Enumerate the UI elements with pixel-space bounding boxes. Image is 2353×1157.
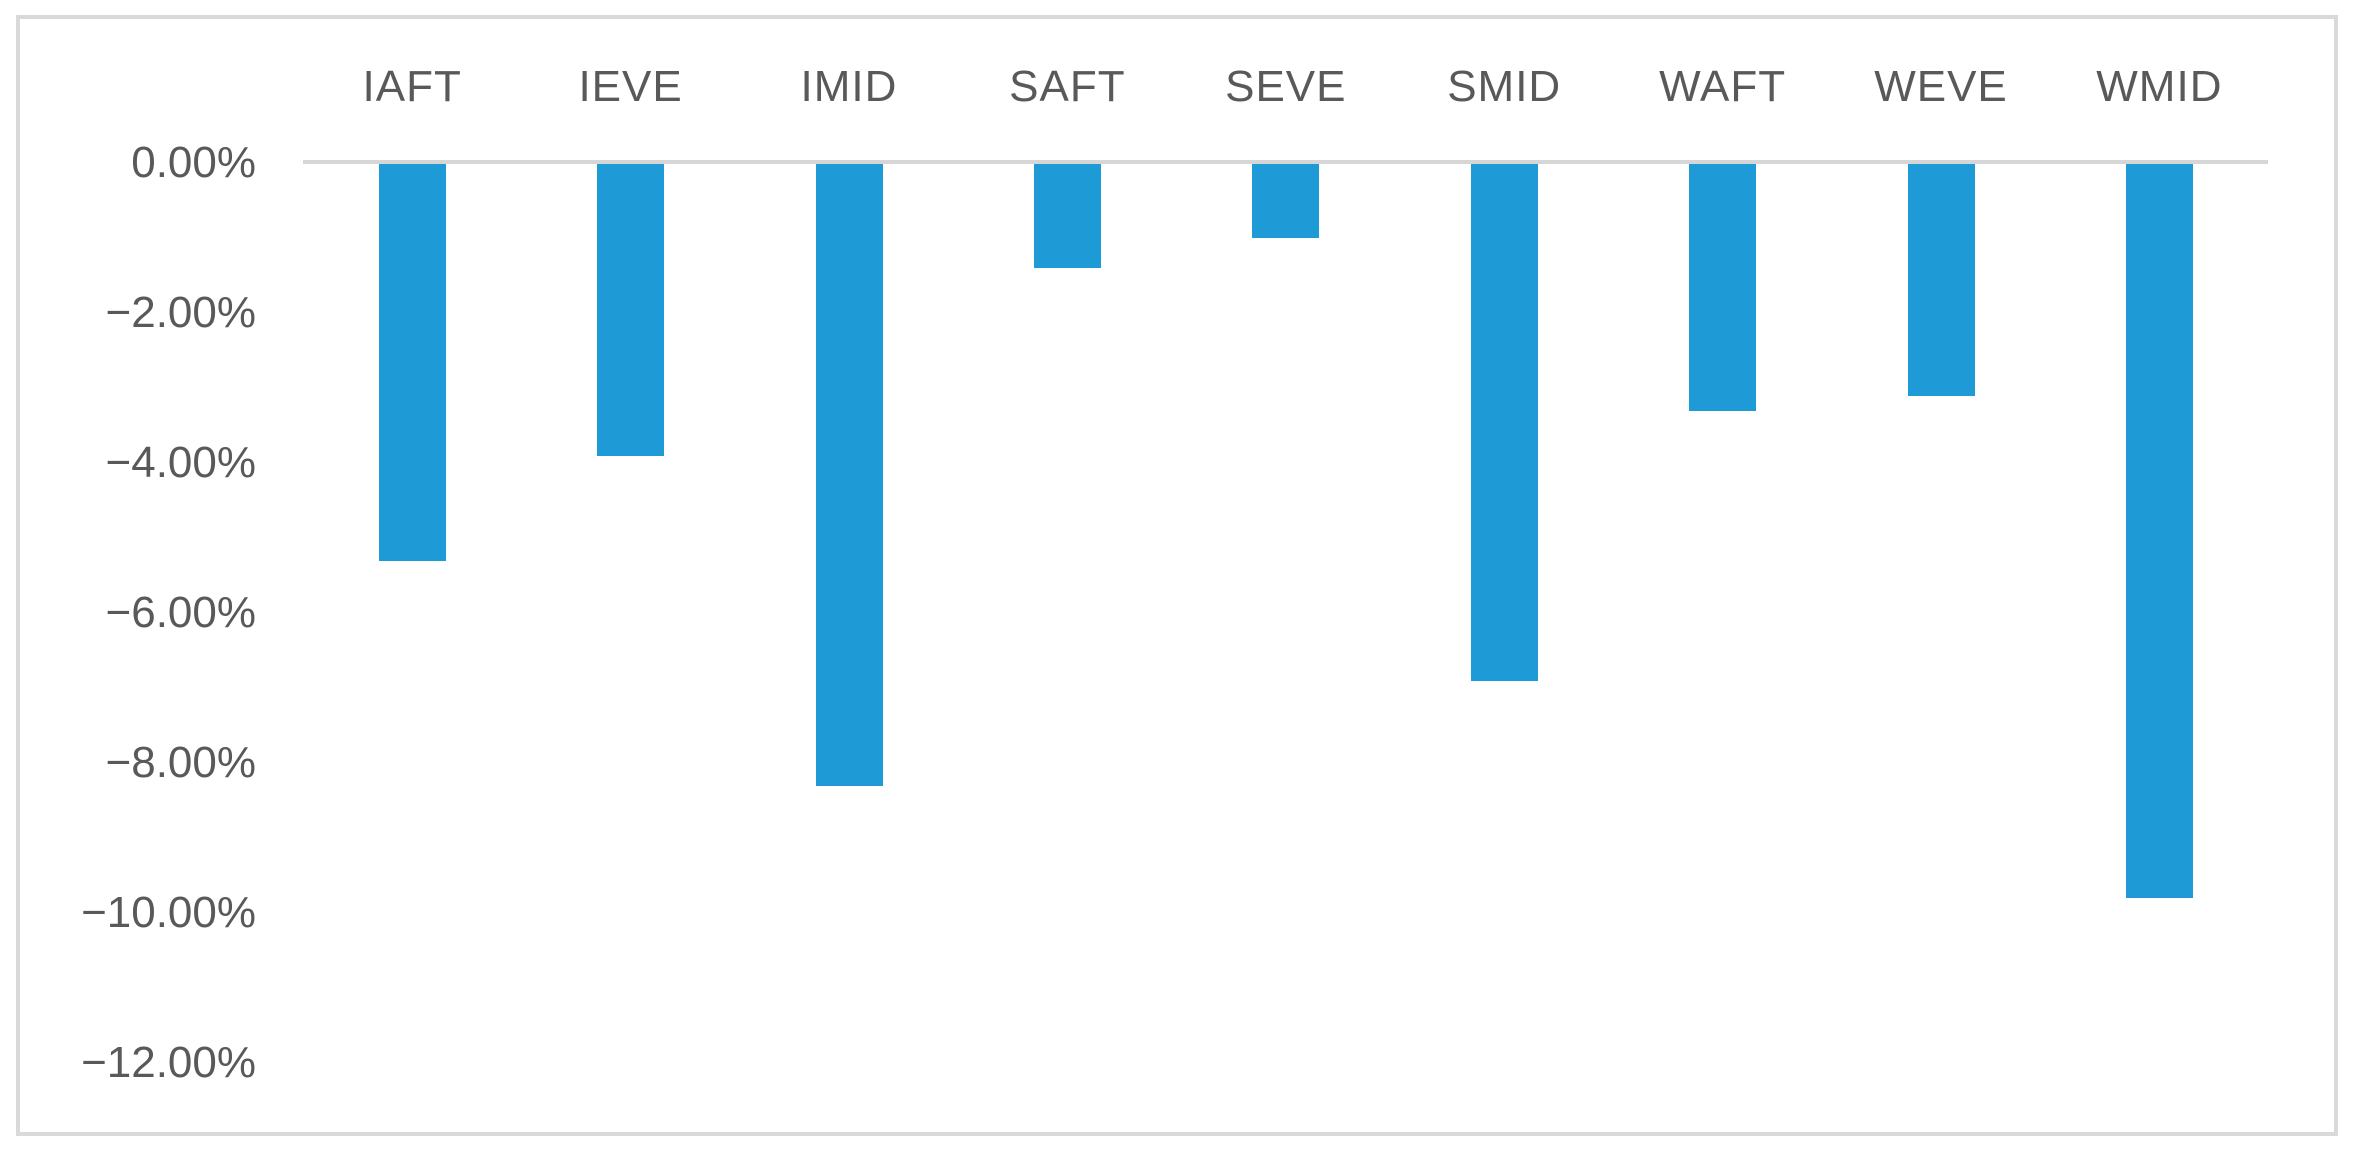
bar-wmid [2125,164,2193,898]
value-axis-tick-label: −4.00% [105,438,256,487]
category-label-wmid: WMID [2096,62,2223,111]
value-axis-tick-label: −10.00% [81,888,256,937]
category-label-iaft: IAFT [362,62,462,111]
value-axis-tick-label: −12.00% [81,1038,256,1087]
category-label-imid: IMID [800,62,898,111]
value-axis-tick-label: 0.00% [131,138,256,187]
category-label-ieve: IEVE [578,62,683,111]
value-axis-tick-label: −2.00% [105,288,256,337]
bar-waft [1689,164,1757,411]
bar-weve [1907,164,1975,396]
value-axis-tick-label: −8.00% [105,738,256,787]
bar-ieve [597,164,665,456]
bar-saft [1033,164,1101,268]
category-label-weve: WEVE [1874,62,2008,111]
zero-axis-line [303,160,2268,164]
bar-seve [1252,164,1320,238]
chart-frame: IAFT IEVE IMID SAFT SEVE SMID WAFT WEVE WMID 0.0… [16,15,2338,1136]
category-label-seve: SEVE [1225,62,1347,111]
bar-smid [1470,164,1538,681]
bar-imid [815,164,883,786]
value-axis-tick-label: −6.00% [105,588,256,637]
category-label-smid: SMID [1447,62,1562,111]
category-label-saft: SAFT [1009,62,1126,111]
category-label-waft: WAFT [1659,62,1787,111]
bar-iaft [378,164,446,561]
